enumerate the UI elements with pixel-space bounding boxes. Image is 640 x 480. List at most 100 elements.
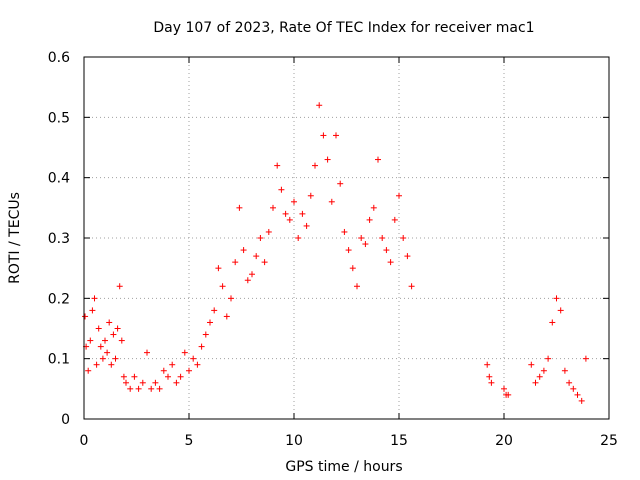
data-point (116, 283, 123, 290)
data-point (536, 373, 543, 380)
data-point (257, 235, 264, 241)
data-point (165, 373, 171, 380)
data-point (144, 349, 150, 356)
data-point (278, 186, 285, 193)
data-point (366, 216, 373, 223)
y-tick-label: 0 (61, 412, 70, 428)
data-point (320, 132, 327, 139)
data-point (91, 295, 98, 302)
data-point (120, 373, 127, 380)
x-tick-label: 25 (600, 433, 618, 449)
data-point (169, 361, 176, 368)
data-point (236, 204, 243, 211)
data-point (186, 367, 192, 374)
data-point (82, 313, 89, 320)
data-point (160, 367, 167, 374)
data-point (177, 373, 184, 380)
data-point (299, 210, 306, 217)
data-point (324, 156, 331, 163)
data-point (574, 391, 581, 398)
data-point (123, 379, 129, 386)
data-point (282, 210, 289, 217)
data-point (404, 253, 411, 260)
data-point (152, 379, 159, 386)
data-point (104, 349, 111, 356)
data-point (362, 241, 369, 248)
data-point (383, 247, 390, 254)
data-point (97, 343, 104, 350)
x-tick-label: 15 (390, 433, 408, 449)
data-point (312, 162, 318, 169)
y-tick-label: 0.3 (48, 231, 70, 247)
data-point (341, 228, 348, 235)
chart-title: Day 107 of 2023, Rate Of TEC Index for r… (153, 20, 534, 36)
data-point (354, 283, 360, 290)
data-point (265, 228, 272, 235)
data-point (223, 313, 230, 320)
data-point (85, 367, 92, 374)
data-point (557, 307, 564, 314)
data-point (135, 385, 142, 392)
y-tick-label: 0.2 (48, 291, 70, 307)
data-point (396, 192, 402, 199)
data-point (244, 277, 251, 284)
data-point (484, 361, 491, 368)
data-point (553, 295, 560, 302)
data-point (391, 216, 398, 223)
data-point (110, 331, 117, 338)
y-tick-label: 0.6 (48, 50, 70, 66)
data-point (349, 265, 356, 272)
data-point (316, 102, 323, 109)
data-point (211, 307, 218, 314)
y-tick-label: 0.5 (48, 110, 70, 126)
data-point (345, 247, 352, 254)
data-point (582, 355, 589, 362)
data-point (202, 331, 209, 338)
data-point (219, 283, 226, 290)
data-point (108, 361, 115, 368)
data-point (114, 325, 121, 332)
data-point (505, 391, 512, 398)
data-point (240, 247, 247, 254)
y-tick-label: 0.1 (48, 352, 70, 368)
data-point (561, 367, 568, 374)
data-point (173, 379, 180, 386)
x-tick-label: 5 (185, 433, 194, 449)
data-point (375, 156, 381, 163)
data-point (303, 222, 310, 229)
data-point (528, 361, 535, 368)
data-point (379, 235, 386, 241)
data-point (194, 361, 201, 368)
data-point (274, 162, 281, 169)
data-point (261, 259, 268, 266)
data-point (190, 355, 197, 362)
data-point (249, 271, 255, 278)
data-point (540, 367, 547, 374)
y-tick-label: 0.4 (48, 171, 70, 187)
data-point (95, 325, 102, 332)
data-point (400, 235, 407, 241)
data-point (131, 373, 138, 380)
y-axis-title: ROTI / TECUs (7, 192, 23, 284)
axis-ticks: 0 5 10 15 20 25 0 0.1 0.2 0.3 0.4 0.5 0.6 (48, 50, 618, 449)
data-point (549, 319, 556, 326)
data-point (228, 295, 234, 302)
data-point (328, 198, 335, 205)
data-point (488, 379, 495, 386)
data-point (87, 337, 94, 344)
data-point (291, 198, 297, 205)
data-point (215, 265, 222, 272)
data-point (253, 253, 260, 260)
data-point (295, 235, 302, 241)
data-point (337, 180, 344, 187)
data-point (198, 343, 205, 350)
data-point (286, 216, 293, 223)
x-tick-label: 20 (495, 433, 513, 449)
data-point (106, 319, 113, 326)
data-point (148, 385, 155, 392)
data-point (570, 385, 577, 392)
data-point (181, 349, 188, 356)
data-point (358, 235, 365, 241)
